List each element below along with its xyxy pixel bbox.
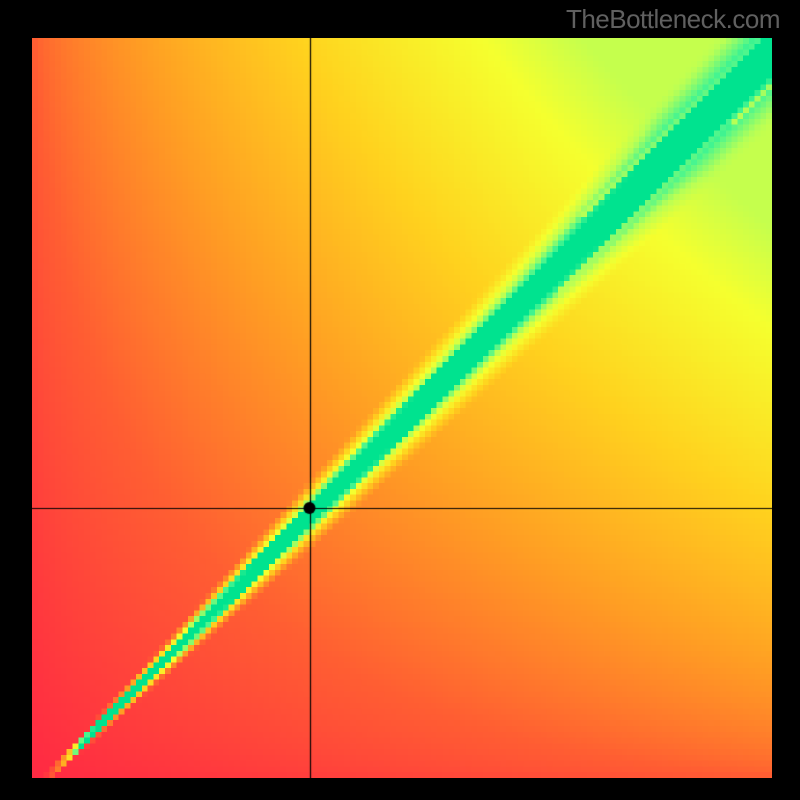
crosshair-overlay: [32, 38, 772, 778]
watermark-text: TheBottleneck.com: [566, 4, 780, 35]
